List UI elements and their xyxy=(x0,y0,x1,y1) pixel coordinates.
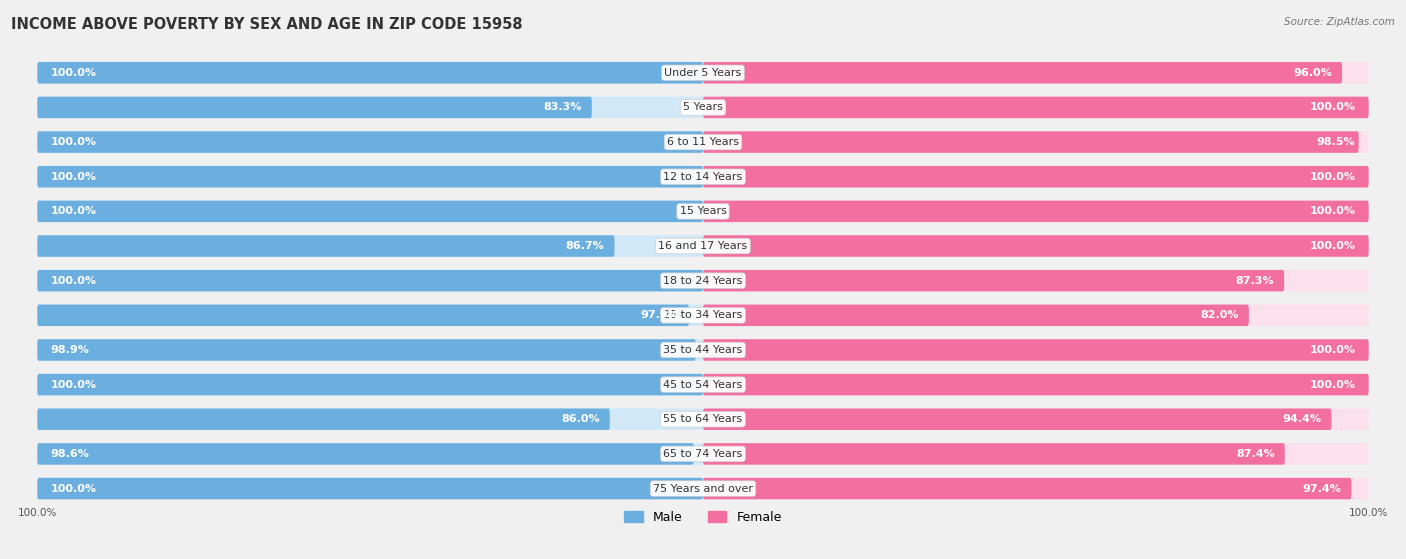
FancyBboxPatch shape xyxy=(38,201,703,222)
FancyBboxPatch shape xyxy=(38,443,703,465)
FancyBboxPatch shape xyxy=(703,62,1368,83)
Text: 15 Years: 15 Years xyxy=(679,206,727,216)
Text: 100.0%: 100.0% xyxy=(18,509,58,519)
FancyBboxPatch shape xyxy=(38,131,703,153)
Text: 98.5%: 98.5% xyxy=(1317,137,1355,147)
Text: 96.0%: 96.0% xyxy=(1294,68,1331,78)
Text: 100.0%: 100.0% xyxy=(1309,380,1355,390)
Legend: Male, Female: Male, Female xyxy=(619,506,787,529)
FancyBboxPatch shape xyxy=(703,443,1368,465)
Text: 100.0%: 100.0% xyxy=(51,276,97,286)
FancyBboxPatch shape xyxy=(38,339,696,361)
FancyBboxPatch shape xyxy=(703,409,1368,430)
Text: 100.0%: 100.0% xyxy=(51,68,97,78)
Text: Under 5 Years: Under 5 Years xyxy=(665,68,741,78)
FancyBboxPatch shape xyxy=(703,374,1368,395)
Text: 75 Years and over: 75 Years and over xyxy=(652,484,754,494)
Text: 35 to 44 Years: 35 to 44 Years xyxy=(664,345,742,355)
FancyBboxPatch shape xyxy=(38,305,703,326)
FancyBboxPatch shape xyxy=(38,305,689,326)
FancyBboxPatch shape xyxy=(38,374,703,395)
Text: 100.0%: 100.0% xyxy=(1309,345,1355,355)
Text: 87.4%: 87.4% xyxy=(1236,449,1275,459)
Text: 98.6%: 98.6% xyxy=(51,449,90,459)
Text: 100.0%: 100.0% xyxy=(51,137,97,147)
FancyBboxPatch shape xyxy=(38,374,703,395)
FancyBboxPatch shape xyxy=(703,478,1351,499)
FancyBboxPatch shape xyxy=(703,131,1358,153)
Text: 87.3%: 87.3% xyxy=(1236,276,1274,286)
Text: 100.0%: 100.0% xyxy=(1309,172,1355,182)
FancyBboxPatch shape xyxy=(38,62,703,83)
Text: 55 to 64 Years: 55 to 64 Years xyxy=(664,414,742,424)
Text: 18 to 24 Years: 18 to 24 Years xyxy=(664,276,742,286)
FancyBboxPatch shape xyxy=(703,374,1368,395)
FancyBboxPatch shape xyxy=(703,235,1368,257)
FancyBboxPatch shape xyxy=(703,305,1368,326)
FancyBboxPatch shape xyxy=(703,270,1368,291)
FancyBboxPatch shape xyxy=(703,339,1368,361)
FancyBboxPatch shape xyxy=(703,409,1331,430)
Text: 100.0%: 100.0% xyxy=(1309,102,1355,112)
FancyBboxPatch shape xyxy=(38,339,703,361)
Text: 25 to 34 Years: 25 to 34 Years xyxy=(664,310,742,320)
Text: 100.0%: 100.0% xyxy=(51,380,97,390)
FancyBboxPatch shape xyxy=(38,62,703,83)
FancyBboxPatch shape xyxy=(38,97,703,118)
FancyBboxPatch shape xyxy=(38,235,703,257)
FancyBboxPatch shape xyxy=(703,97,1368,118)
FancyBboxPatch shape xyxy=(38,270,703,291)
FancyBboxPatch shape xyxy=(38,443,693,465)
FancyBboxPatch shape xyxy=(703,131,1368,153)
Text: 100.0%: 100.0% xyxy=(51,172,97,182)
FancyBboxPatch shape xyxy=(703,166,1368,187)
Text: 100.0%: 100.0% xyxy=(1309,206,1355,216)
Text: 6 to 11 Years: 6 to 11 Years xyxy=(666,137,740,147)
FancyBboxPatch shape xyxy=(38,97,592,118)
FancyBboxPatch shape xyxy=(38,201,703,222)
Text: 97.4%: 97.4% xyxy=(1302,484,1341,494)
Text: INCOME ABOVE POVERTY BY SEX AND AGE IN ZIP CODE 15958: INCOME ABOVE POVERTY BY SEX AND AGE IN Z… xyxy=(11,17,523,32)
FancyBboxPatch shape xyxy=(703,339,1368,361)
Text: Source: ZipAtlas.com: Source: ZipAtlas.com xyxy=(1284,17,1395,27)
Text: 100.0%: 100.0% xyxy=(1348,509,1388,519)
FancyBboxPatch shape xyxy=(703,201,1368,222)
Text: 97.9%: 97.9% xyxy=(640,310,679,320)
FancyBboxPatch shape xyxy=(703,235,1368,257)
Text: 100.0%: 100.0% xyxy=(1309,241,1355,251)
FancyBboxPatch shape xyxy=(703,270,1284,291)
FancyBboxPatch shape xyxy=(38,166,703,187)
Text: 100.0%: 100.0% xyxy=(51,206,97,216)
Text: 98.9%: 98.9% xyxy=(51,345,90,355)
Text: 82.0%: 82.0% xyxy=(1201,310,1239,320)
Text: 94.4%: 94.4% xyxy=(1282,414,1322,424)
FancyBboxPatch shape xyxy=(703,166,1368,187)
FancyBboxPatch shape xyxy=(703,443,1285,465)
Text: 45 to 54 Years: 45 to 54 Years xyxy=(664,380,742,390)
Text: 16 and 17 Years: 16 and 17 Years xyxy=(658,241,748,251)
FancyBboxPatch shape xyxy=(38,270,703,291)
Text: 86.7%: 86.7% xyxy=(565,241,605,251)
FancyBboxPatch shape xyxy=(38,235,614,257)
FancyBboxPatch shape xyxy=(38,409,610,430)
Text: 12 to 14 Years: 12 to 14 Years xyxy=(664,172,742,182)
FancyBboxPatch shape xyxy=(703,305,1249,326)
FancyBboxPatch shape xyxy=(38,131,703,153)
Text: 86.0%: 86.0% xyxy=(561,414,600,424)
FancyBboxPatch shape xyxy=(703,478,1368,499)
FancyBboxPatch shape xyxy=(703,97,1368,118)
Text: 100.0%: 100.0% xyxy=(51,484,97,494)
Text: 5 Years: 5 Years xyxy=(683,102,723,112)
FancyBboxPatch shape xyxy=(38,478,703,499)
FancyBboxPatch shape xyxy=(703,62,1343,83)
FancyBboxPatch shape xyxy=(703,201,1368,222)
FancyBboxPatch shape xyxy=(38,409,703,430)
FancyBboxPatch shape xyxy=(38,166,703,187)
Text: 83.3%: 83.3% xyxy=(544,102,582,112)
Text: 65 to 74 Years: 65 to 74 Years xyxy=(664,449,742,459)
FancyBboxPatch shape xyxy=(38,478,703,499)
